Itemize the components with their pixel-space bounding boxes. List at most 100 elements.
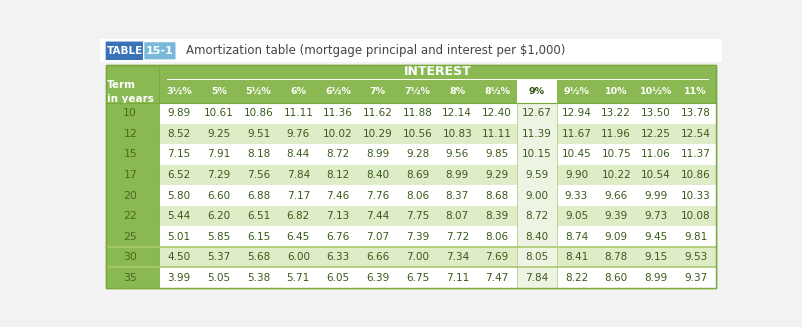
Text: 10.15: 10.15 xyxy=(522,149,552,160)
Text: 7.34: 7.34 xyxy=(446,252,469,262)
Bar xyxy=(557,247,597,267)
Bar xyxy=(516,144,557,165)
Bar xyxy=(107,65,715,288)
Text: 7.84: 7.84 xyxy=(525,273,549,283)
Bar xyxy=(516,267,557,288)
Bar xyxy=(437,103,477,124)
Bar xyxy=(557,103,597,124)
Bar xyxy=(398,226,437,247)
Bar xyxy=(278,165,318,185)
Text: 9%: 9% xyxy=(529,87,545,96)
Text: 7.69: 7.69 xyxy=(485,252,508,262)
Text: 6.88: 6.88 xyxy=(247,191,270,200)
Bar xyxy=(107,247,159,267)
Bar xyxy=(437,226,477,247)
Bar xyxy=(199,185,239,206)
Text: 22: 22 xyxy=(124,211,137,221)
Bar xyxy=(358,185,398,206)
Text: 7.46: 7.46 xyxy=(326,191,350,200)
Text: 12.94: 12.94 xyxy=(561,109,591,118)
Bar xyxy=(358,206,398,226)
Bar xyxy=(676,103,715,124)
Bar xyxy=(516,247,557,267)
Bar xyxy=(437,124,477,144)
Text: 5.05: 5.05 xyxy=(207,273,230,283)
Bar xyxy=(159,65,715,80)
Text: 8.52: 8.52 xyxy=(168,129,191,139)
Bar xyxy=(398,124,437,144)
Bar xyxy=(676,144,715,165)
Bar xyxy=(636,267,676,288)
Bar xyxy=(239,165,278,185)
Text: 6.75: 6.75 xyxy=(406,273,429,283)
Bar xyxy=(516,226,557,247)
Bar xyxy=(636,185,676,206)
Bar xyxy=(477,103,516,124)
Text: 12: 12 xyxy=(124,129,137,139)
Bar xyxy=(398,144,437,165)
Bar xyxy=(597,144,636,165)
Bar xyxy=(199,206,239,226)
Text: 4.50: 4.50 xyxy=(168,252,191,262)
Text: 6.00: 6.00 xyxy=(287,252,310,262)
Bar xyxy=(107,144,159,165)
Text: 9.45: 9.45 xyxy=(644,232,667,242)
Text: 10.86: 10.86 xyxy=(244,109,273,118)
Text: 8.18: 8.18 xyxy=(247,149,270,160)
Text: 9.73: 9.73 xyxy=(644,211,667,221)
Bar xyxy=(676,206,715,226)
Text: 7.15: 7.15 xyxy=(168,149,191,160)
Bar xyxy=(278,144,318,165)
Text: 6½%: 6½% xyxy=(325,87,351,96)
Bar xyxy=(676,267,715,288)
Text: 10: 10 xyxy=(124,109,137,118)
Text: 10.75: 10.75 xyxy=(602,149,631,160)
Text: 9.00: 9.00 xyxy=(525,191,549,200)
Bar xyxy=(477,267,516,288)
Bar xyxy=(437,267,477,288)
Bar xyxy=(516,185,557,206)
Text: 35: 35 xyxy=(124,273,137,283)
Bar xyxy=(516,206,557,226)
Text: 10.02: 10.02 xyxy=(323,129,353,139)
Bar xyxy=(398,247,437,267)
Text: 10.22: 10.22 xyxy=(602,170,631,180)
Text: 8.05: 8.05 xyxy=(525,252,549,262)
Bar xyxy=(676,165,715,185)
Text: 11.11: 11.11 xyxy=(283,109,314,118)
Text: 13.50: 13.50 xyxy=(641,109,670,118)
Bar xyxy=(107,165,159,185)
Text: 5%: 5% xyxy=(211,87,227,96)
Bar xyxy=(239,267,278,288)
Text: 6.51: 6.51 xyxy=(247,211,270,221)
Bar xyxy=(636,206,676,226)
Bar xyxy=(676,185,715,206)
Text: 12.54: 12.54 xyxy=(681,129,711,139)
Text: 7.00: 7.00 xyxy=(406,252,429,262)
Text: 8.68: 8.68 xyxy=(485,191,508,200)
Text: 9.85: 9.85 xyxy=(485,149,508,160)
Bar xyxy=(318,103,358,124)
Text: 8.06: 8.06 xyxy=(485,232,508,242)
Text: 5½%: 5½% xyxy=(245,87,271,96)
Text: 5.71: 5.71 xyxy=(286,273,310,283)
Text: 7.75: 7.75 xyxy=(406,211,429,221)
Bar xyxy=(107,65,715,288)
Text: 8.40: 8.40 xyxy=(367,170,389,180)
Text: 8.78: 8.78 xyxy=(605,252,628,262)
Bar xyxy=(636,103,676,124)
Text: 10.29: 10.29 xyxy=(363,129,393,139)
Text: 7.56: 7.56 xyxy=(247,170,270,180)
Text: 9.76: 9.76 xyxy=(286,129,310,139)
Bar xyxy=(398,267,437,288)
Text: 8.07: 8.07 xyxy=(446,211,469,221)
Bar xyxy=(199,144,239,165)
Bar xyxy=(199,267,239,288)
Text: 7.72: 7.72 xyxy=(446,232,469,242)
Text: 6.20: 6.20 xyxy=(207,211,230,221)
Bar xyxy=(477,185,516,206)
Text: 10.45: 10.45 xyxy=(561,149,591,160)
Bar xyxy=(239,124,278,144)
Bar xyxy=(398,185,437,206)
Bar xyxy=(437,185,477,206)
